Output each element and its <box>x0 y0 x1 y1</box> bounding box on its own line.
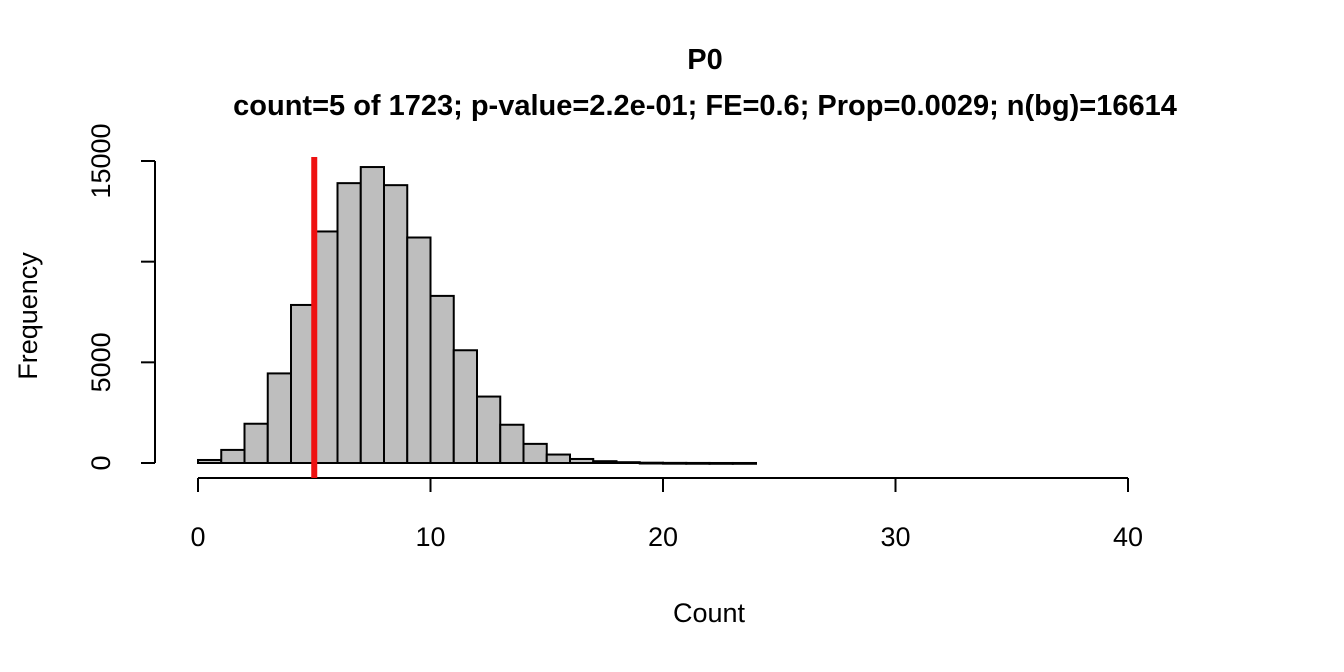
histogram-bars <box>197 166 757 465</box>
y-axis-label: Frequency <box>13 252 43 380</box>
x-axis-label: Count <box>673 598 746 628</box>
histogram-bar <box>522 442 548 464</box>
histogram-bar <box>592 460 618 464</box>
histogram-bar <box>290 303 316 464</box>
histogram-bar <box>429 294 455 465</box>
x-tick-label: 30 <box>880 522 910 552</box>
x-tick-label: 0 <box>190 522 205 552</box>
histogram-bar <box>499 423 525 465</box>
histogram-bar <box>406 236 432 464</box>
histogram-bar <box>708 461 734 465</box>
histogram-bar <box>476 395 502 464</box>
histogram-bar <box>615 461 641 465</box>
y-tick-label: 15000 <box>86 123 116 198</box>
histogram-bar <box>638 461 664 465</box>
y-tick-label: 0 <box>86 455 116 470</box>
histogram-bar <box>545 453 571 465</box>
x-tick-label: 10 <box>415 522 445 552</box>
histogram-bar <box>383 184 409 464</box>
x-tick-label: 20 <box>648 522 678 552</box>
x-axis: 0 10 20 30 40 <box>190 477 1143 552</box>
histogram-bar <box>243 422 269 464</box>
histogram-bar <box>336 182 362 464</box>
chart-subtitle: count=5 of 1723; p-value=2.2e-01; FE=0.6… <box>233 90 1177 122</box>
histogram-bar <box>220 448 246 464</box>
histogram-bar <box>266 372 292 465</box>
histogram-bar <box>569 457 595 464</box>
y-tick-label: 5000 <box>86 332 116 392</box>
chart-title: P0 <box>687 44 722 76</box>
histogram-bar <box>731 461 757 465</box>
histogram-bar <box>313 230 339 464</box>
histogram-bar <box>452 349 478 464</box>
histogram-bar <box>197 458 223 465</box>
histogram-bar <box>685 461 711 465</box>
x-tick-label: 40 <box>1113 522 1143 552</box>
y-axis: 0 5000 15000 <box>86 123 156 471</box>
histogram-bar <box>359 166 385 464</box>
histogram-bar <box>662 461 688 465</box>
